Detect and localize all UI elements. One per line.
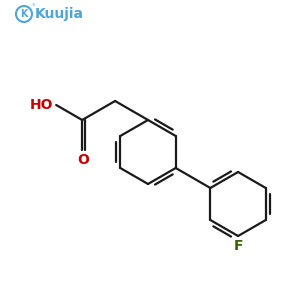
Text: K: K: [20, 9, 28, 19]
Text: F: F: [233, 239, 243, 253]
Text: O: O: [77, 153, 89, 167]
Text: Kuujia: Kuujia: [35, 7, 84, 21]
Text: °: °: [31, 4, 35, 10]
Text: HO: HO: [30, 98, 53, 112]
